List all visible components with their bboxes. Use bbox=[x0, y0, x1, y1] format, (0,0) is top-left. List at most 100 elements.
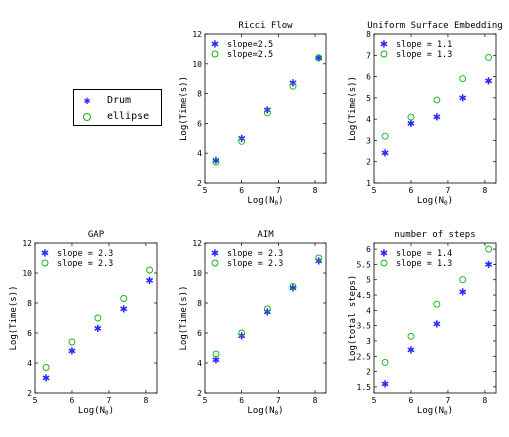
y-tick-label: 2 bbox=[197, 179, 202, 188]
ellipse-point bbox=[315, 254, 323, 262]
x-tick-label: 6 bbox=[409, 186, 414, 195]
legend-label-drum: Drum bbox=[107, 95, 132, 106]
drum-point: ✱ bbox=[484, 260, 492, 271]
drum-point: ✱ bbox=[120, 305, 128, 316]
ellipse-point bbox=[381, 358, 389, 366]
y-tick-label: 12 bbox=[192, 30, 202, 39]
drum-point: ✱ bbox=[314, 53, 322, 64]
legend-slope-ellipse: slope = 2.3 bbox=[227, 259, 283, 269]
ellipse-point bbox=[238, 137, 246, 145]
ellipse-point bbox=[263, 305, 271, 313]
drum-point: ✱ bbox=[145, 276, 153, 287]
ellipse-point bbox=[68, 338, 76, 346]
y-tick-label: 1 bbox=[366, 179, 371, 188]
chart-title: number of steps bbox=[394, 230, 475, 240]
x-tick-label: 8 bbox=[143, 396, 148, 405]
y-tick-label: 1.5 bbox=[357, 383, 372, 392]
legend-slope-drum: slope=2.5 bbox=[227, 40, 273, 50]
drum-point: ✱ bbox=[289, 284, 297, 295]
chart-title: GAP bbox=[88, 230, 105, 240]
plot-frame bbox=[373, 242, 497, 394]
y-tick-label: 6 bbox=[366, 73, 371, 82]
y-tick-label: 8 bbox=[27, 299, 32, 308]
x-tick-label: 5 bbox=[33, 396, 38, 405]
x-tick-label: 6 bbox=[239, 396, 244, 405]
x-tick-label: 5 bbox=[372, 186, 377, 195]
legend-circle-marker bbox=[380, 259, 388, 267]
x-tick-label: 8 bbox=[482, 396, 487, 405]
y-tick-label: 3.5 bbox=[357, 322, 372, 331]
ellipse-point bbox=[381, 132, 389, 140]
legend-slope-ellipse: slope = 1.3 bbox=[396, 50, 452, 60]
legend-slope-ellipse: slope=2.5 bbox=[227, 50, 273, 60]
legend-star-marker: ✱ bbox=[380, 40, 388, 51]
y-tick-label: 3 bbox=[366, 337, 371, 346]
y-tick-label: 6 bbox=[366, 245, 371, 254]
legend-slope-ellipse: slope = 2.3 bbox=[57, 259, 113, 269]
ellipse-point bbox=[120, 295, 128, 302]
star-marker-icon: ✱ bbox=[83, 94, 91, 107]
y-tick-label: 10 bbox=[22, 269, 32, 278]
legend-slope-drum: slope = 2.3 bbox=[57, 249, 113, 259]
legend-slope-ellipse: slope = 1.3 bbox=[396, 259, 452, 269]
ellipse-point bbox=[485, 53, 493, 61]
plot-frame bbox=[34, 242, 158, 394]
y-tick-label: 8 bbox=[197, 299, 202, 308]
y-tick-label: 2 bbox=[197, 389, 202, 398]
drum-point: ✱ bbox=[484, 76, 492, 87]
chart-title: Ricci Flow bbox=[238, 21, 293, 31]
y-tick-label: 5 bbox=[366, 276, 371, 285]
drum-point: ✱ bbox=[68, 347, 76, 358]
y-tick-label: 3 bbox=[366, 136, 371, 145]
y-axis-label: Log(Time(s)) bbox=[348, 76, 358, 141]
legend-circle-marker bbox=[380, 50, 388, 58]
drum-point: ✱ bbox=[314, 257, 322, 268]
y-tick-label: 7 bbox=[366, 51, 371, 60]
legend-entry-drum: ✱ Drum bbox=[74, 93, 161, 108]
drum-point: ✱ bbox=[212, 356, 220, 367]
drum-point: ✱ bbox=[237, 332, 245, 343]
ellipse-point bbox=[263, 109, 271, 117]
x-axis-label: Log(N0) bbox=[78, 406, 114, 417]
y-tick-label: 5.5 bbox=[357, 260, 372, 269]
drum-point: ✱ bbox=[263, 105, 271, 116]
legend-star-marker: ✱ bbox=[41, 249, 49, 260]
x-tick-label: 5 bbox=[203, 396, 208, 405]
ellipse-point bbox=[212, 350, 220, 358]
y-tick-label: 4 bbox=[366, 115, 371, 124]
x-tick-label: 6 bbox=[239, 186, 244, 195]
subplot-0: Ricci Flow 5 6 7 8 2 4 6 8 10 12 Log(N0) Log(Time(s)… bbox=[179, 21, 327, 207]
x-tick-label: 7 bbox=[446, 396, 451, 405]
chart-title: Uniform Surface Embedding bbox=[367, 21, 502, 31]
drum-point: ✱ bbox=[237, 134, 245, 145]
legend-label-ellipse: ellipse bbox=[107, 111, 150, 122]
drum-point: ✱ bbox=[381, 149, 389, 160]
ellipse-point bbox=[315, 54, 323, 62]
drum-point: ✱ bbox=[459, 287, 467, 298]
y-tick-label: 6 bbox=[197, 119, 202, 128]
legend-star-marker: ✱ bbox=[211, 249, 219, 260]
y-axis-label: Log(Time(s)) bbox=[179, 76, 189, 141]
ellipse-point bbox=[289, 283, 297, 290]
x-tick-label: 8 bbox=[313, 186, 318, 195]
legend-circle-marker bbox=[211, 259, 219, 267]
ellipse-point bbox=[146, 266, 154, 274]
y-tick-label: 4 bbox=[197, 149, 202, 158]
x-tick-label: 7 bbox=[276, 186, 281, 195]
x-tick-label: 8 bbox=[313, 396, 318, 405]
legend-slope-drum: slope = 2.3 bbox=[227, 249, 283, 259]
global-legend: ✱ Drum ellipse bbox=[73, 89, 162, 126]
y-tick-label: 8 bbox=[197, 90, 202, 99]
x-tick-label: 6 bbox=[70, 396, 75, 405]
legend-circle-marker bbox=[41, 259, 49, 267]
drum-point: ✱ bbox=[433, 320, 441, 331]
drum-point: ✱ bbox=[42, 374, 50, 385]
circle-marker-icon bbox=[80, 109, 94, 126]
ellipse-point bbox=[407, 332, 415, 340]
drum-point: ✱ bbox=[289, 79, 297, 90]
ellipse-point bbox=[407, 113, 415, 121]
drum-point: ✱ bbox=[459, 93, 467, 104]
